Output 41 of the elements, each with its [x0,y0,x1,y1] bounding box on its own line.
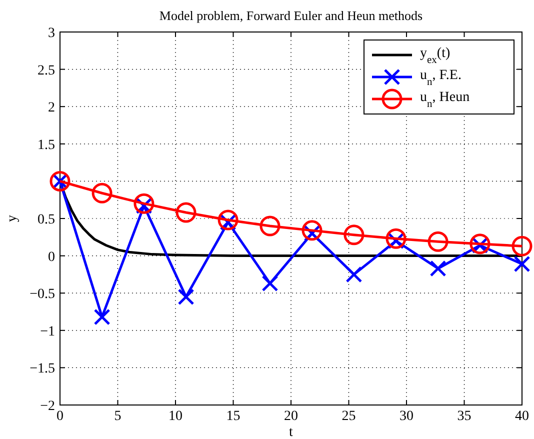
point [302,220,322,241]
y-tick-label: 2.5 [38,63,55,78]
point [94,308,110,326]
point [514,256,530,272]
point [134,193,154,214]
y-tick-label: −2 [40,399,55,414]
y-tick-label: −1.5 [30,362,55,377]
point [386,228,406,249]
y-tick-label: 0.5 [38,212,55,228]
x-tick-label: 25 [342,409,356,424]
x-tick-label: 20 [284,409,298,424]
point [346,266,362,283]
y-tick-label: −0.5 [30,287,55,302]
x-tick-label: 5 [114,409,122,424]
legend-label: u$_{n}$, Heun [420,90,470,110]
y-tick-label: 3 [48,26,55,41]
x-tick-label: 15 [226,409,240,424]
point [344,224,364,246]
x-tick-label: 30 [400,409,414,424]
y-tick-label: 2 [48,100,55,116]
point [428,231,448,252]
y-tick-label: −1 [40,324,55,340]
point [512,236,532,256]
point [92,182,112,204]
point [430,260,446,277]
x-axis-title: t [289,425,294,439]
y-axis-title: y [5,215,20,222]
point [260,216,280,236]
x-tick-label: 35 [457,409,472,424]
y-tick-label: 0 [48,250,55,265]
point [218,210,238,230]
legend-label: y$_{ex}$(t) [420,46,450,66]
x-tick-label: 40 [515,409,529,424]
point [262,275,278,292]
chart-title: Model problem, Forward Euler and Heun methods [159,8,423,23]
x-tick-label: 10 [168,409,182,424]
y-tick-label: 1.5 [38,138,55,153]
point [470,234,490,254]
legend-label: u$_{n}$, F.E. [420,68,462,88]
point [178,288,194,306]
point [176,202,196,223]
